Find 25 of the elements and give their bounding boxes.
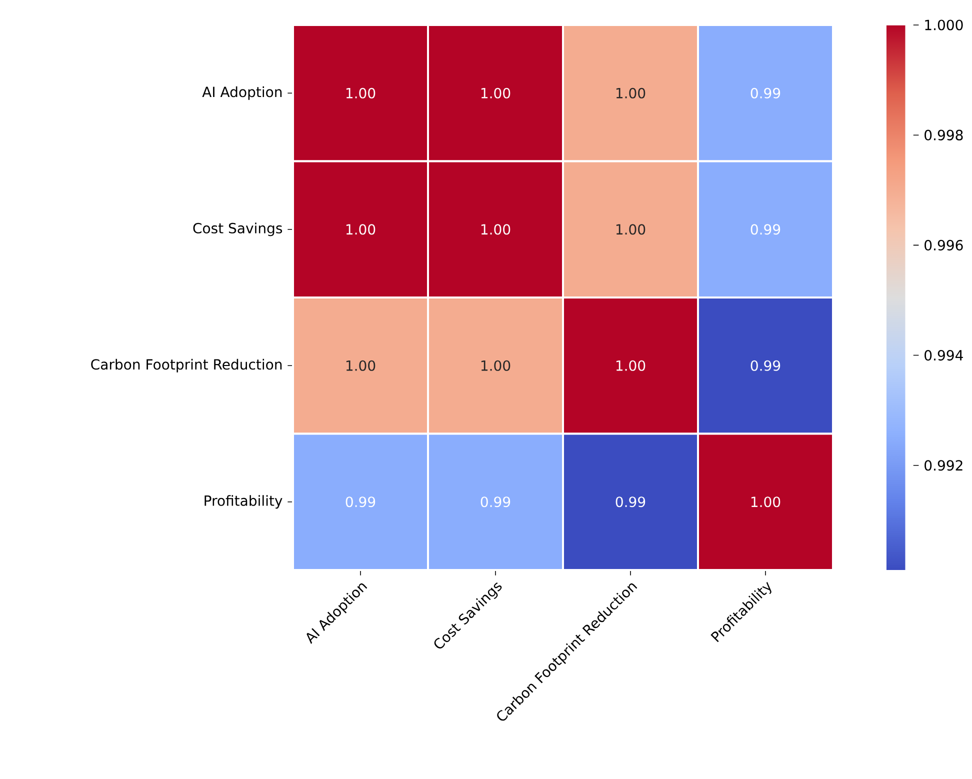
color-bar-label: 1.000 xyxy=(925,20,963,30)
y-tick-label: Profitability xyxy=(204,495,282,509)
data-label: 1.00 xyxy=(616,224,646,235)
y-tick-label: Cost Savings xyxy=(193,222,282,236)
data-label: 0.99 xyxy=(750,360,780,371)
data-label: 0.99 xyxy=(616,496,646,508)
data-label: 0.99 xyxy=(346,496,376,508)
color-bar-label: 0.992 xyxy=(924,460,962,471)
data-label: 0.99 xyxy=(750,224,780,235)
data-label: 0.99 xyxy=(750,88,780,98)
data-label: 1.00 xyxy=(481,224,510,235)
color-bar-label: 0.998 xyxy=(924,130,963,140)
y-tick-label: Carbon Footprint Reduction xyxy=(91,358,282,372)
y-tick-label: AI Adoption xyxy=(202,86,282,100)
data-label: 0.99 xyxy=(480,496,510,508)
color-bar-label: 0.994 xyxy=(924,350,963,361)
data-label: 1.00 xyxy=(346,224,376,235)
data-label: 1.00 xyxy=(481,360,510,371)
data-label: 1.00 xyxy=(346,360,376,371)
data-label: 1.00 xyxy=(616,360,646,371)
data-label: 1.00 xyxy=(346,88,376,98)
data-label: 1.00 xyxy=(616,88,646,98)
data-label: 1.00 xyxy=(751,496,780,508)
data-label: 1.00 xyxy=(481,88,510,98)
color-bar-label: 0.996 xyxy=(924,240,963,250)
